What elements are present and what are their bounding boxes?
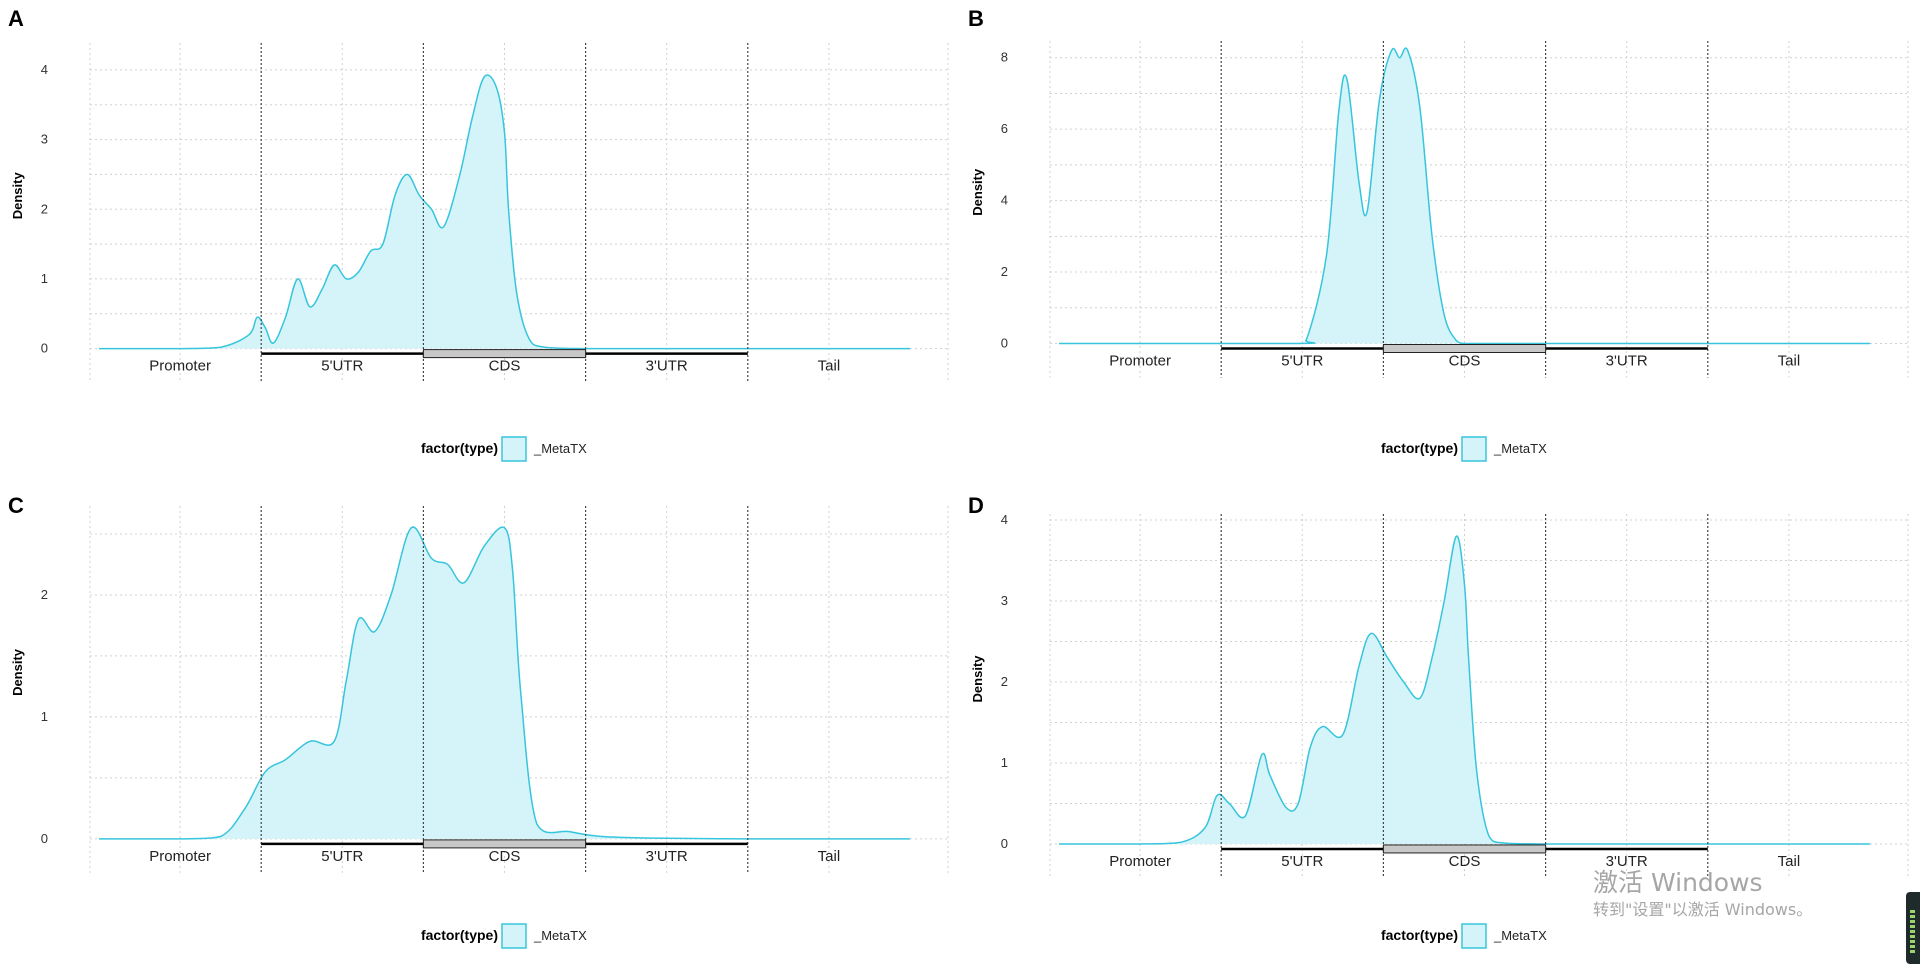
chart-panel-d: D 0 1 2 3 4 Density Promoter 5'UTR CDS 3'UTR Tail fa… <box>968 493 1909 949</box>
region-label: Promoter <box>1109 853 1171 870</box>
region-label: CDS <box>1449 853 1481 870</box>
legend-key-swatch <box>1461 436 1487 462</box>
region-label: 3'UTR <box>646 848 688 865</box>
chart-panel-b: B 0 2 4 6 8 Density Promoter 5'UTR CDS 3'UTR Tail fa… <box>968 6 1909 462</box>
y-tick-label: 4 <box>1001 193 1008 208</box>
density-curve <box>99 74 910 350</box>
y-tick-label: 1 <box>1001 755 1008 770</box>
y-axis-label: Density <box>970 655 985 703</box>
region-label: 5'UTR <box>1281 352 1323 369</box>
region-label: Tail <box>818 358 841 375</box>
region-label: CDS <box>1449 352 1481 369</box>
y-axis-label: Density <box>970 168 985 216</box>
legend-key-swatch <box>501 436 527 462</box>
region-label: Promoter <box>149 848 211 865</box>
panel-letter: C <box>8 493 24 518</box>
cds-box <box>1382 844 1547 854</box>
panel-letter: B <box>968 6 984 31</box>
y-tick-label: 3 <box>1001 593 1008 608</box>
region-label: 5'UTR <box>321 358 363 375</box>
panel-letter: A <box>8 6 24 31</box>
legend-title: factor(type) <box>421 927 498 943</box>
density-curve <box>1059 535 1870 845</box>
legend-label: _MetaTX <box>1493 928 1547 943</box>
region-label: Tail <box>1778 352 1801 369</box>
region-label: Promoter <box>149 358 211 375</box>
y-tick-label: 1 <box>41 709 48 724</box>
tray-meter-widget[interactable] <box>1906 892 1920 964</box>
y-tick-label: 0 <box>1001 335 1008 350</box>
region-label: Tail <box>818 848 841 865</box>
density-area-fill <box>99 527 910 839</box>
density-curve <box>1059 47 1870 345</box>
cds-box <box>422 839 587 849</box>
y-tick-label: 0 <box>1001 836 1008 851</box>
density-area-fill <box>1059 536 1870 844</box>
cds-box <box>422 349 587 359</box>
y-axis-label: Density <box>10 648 25 696</box>
y-tick-label: 2 <box>1001 674 1008 689</box>
region-label: CDS <box>489 848 521 865</box>
region-label: Promoter <box>1109 352 1171 369</box>
legend-label: _MetaTX <box>533 928 587 943</box>
chart-panel-c: C 0 1 2 Density Promoter 5'UTR CDS 3'UTR Tail fact… <box>8 493 949 949</box>
density-area-fill <box>99 74 910 349</box>
legend-key-swatch <box>501 923 527 949</box>
y-tick-label: 2 <box>1001 264 1008 279</box>
legend-title: factor(type) <box>1381 440 1458 456</box>
legend-label: _MetaTX <box>1493 441 1547 456</box>
region-label: Tail <box>1778 853 1801 870</box>
y-tick-label: 3 <box>41 132 48 147</box>
chart-panel-a: A 0 1 2 3 4 Density Promoter 5'UTR CDS 3'UTR Tail fa… <box>8 6 949 462</box>
region-label: 3'UTR <box>1606 352 1648 369</box>
y-tick-label: 2 <box>41 201 48 216</box>
region-label: 5'UTR <box>321 848 363 865</box>
panel-letter: D <box>968 493 984 518</box>
region-label: 3'UTR <box>1606 853 1648 870</box>
y-axis-label: Density <box>10 172 25 220</box>
region-label: 5'UTR <box>1281 853 1323 870</box>
cds-box <box>1382 343 1547 353</box>
y-tick-label: 1 <box>41 271 48 286</box>
y-tick-label: 0 <box>41 341 48 356</box>
y-tick-label: 4 <box>41 62 48 77</box>
legend-title: factor(type) <box>1381 927 1458 943</box>
y-tick-label: 4 <box>1001 512 1008 527</box>
y-tick-label: 8 <box>1001 50 1008 65</box>
legend-label: _MetaTX <box>533 441 587 456</box>
region-label: 3'UTR <box>646 358 688 375</box>
y-tick-label: 0 <box>41 831 48 846</box>
region-label: CDS <box>489 358 521 375</box>
y-tick-label: 6 <box>1001 121 1008 136</box>
legend-title: factor(type) <box>421 440 498 456</box>
density-curve <box>99 526 910 840</box>
y-tick-label: 2 <box>41 587 48 602</box>
legend-key-swatch <box>1461 923 1487 949</box>
